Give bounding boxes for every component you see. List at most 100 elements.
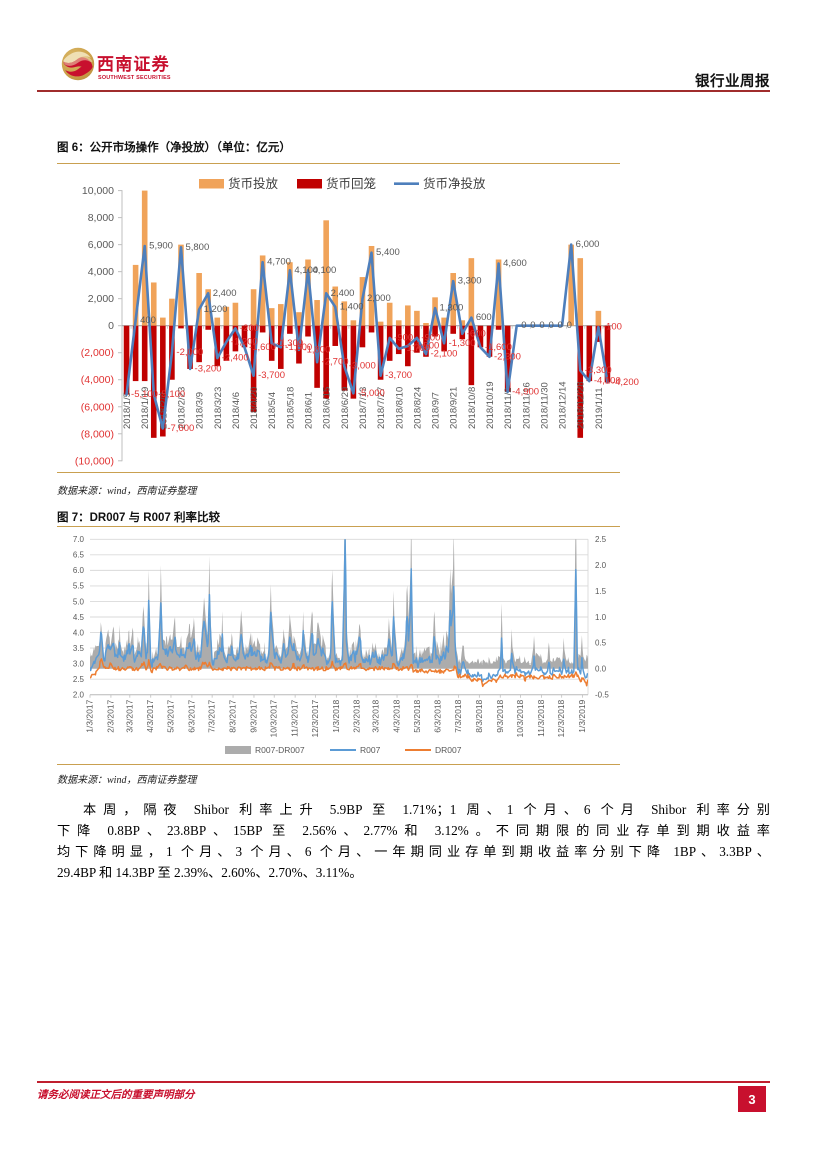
r007-line bbox=[90, 539, 588, 683]
net-data-label: -7,600 bbox=[167, 423, 194, 434]
y-axis-label: 0 bbox=[108, 320, 114, 332]
bar-injection bbox=[214, 317, 221, 326]
header-rule bbox=[37, 90, 770, 92]
net-data-label: -2,700 bbox=[322, 357, 349, 368]
net-data-label: -2,400 bbox=[222, 353, 249, 364]
x-axis-label: 5/3/2017 bbox=[165, 699, 175, 732]
x-axis-label: 2018/1/19 bbox=[140, 387, 151, 429]
net-injection-line bbox=[125, 243, 609, 430]
paragraph-line: 29.4BP 和 14.3BP 至 2.39%、2.60%、2.70%、3.11… bbox=[57, 865, 363, 880]
bar-injection bbox=[305, 259, 311, 326]
left-axis-label: 3.5 bbox=[73, 644, 85, 653]
net-data-label: -3,700 bbox=[258, 370, 285, 381]
brand-english-name: SOUTHWEST SECURITIES bbox=[98, 74, 171, 81]
net-data-label: 6,000 bbox=[576, 239, 600, 250]
bar-withdrawal bbox=[259, 325, 266, 333]
net-data-label: 600 bbox=[476, 312, 492, 323]
left-axis-label: 2.0 bbox=[73, 691, 85, 700]
x-axis-label: 2018/1/5 bbox=[122, 392, 133, 429]
net-data-label: -1,600 bbox=[485, 342, 512, 353]
net-data-label: -3,000 bbox=[349, 361, 376, 372]
legend-swatch-withdrawal bbox=[297, 179, 322, 189]
x-axis-label: 2018/10/8 bbox=[467, 387, 478, 429]
x-axis-label: 2018/12/14 bbox=[558, 381, 569, 429]
net-data-label: 0 bbox=[539, 320, 544, 331]
net-data-label: 1,200 bbox=[204, 304, 228, 315]
left-axis-label: 4.0 bbox=[73, 628, 85, 637]
left-axis-label: 6.0 bbox=[73, 566, 85, 575]
left-axis-label: 6.5 bbox=[73, 551, 85, 560]
bar-withdrawal bbox=[232, 325, 239, 352]
footer-rule bbox=[37, 1081, 770, 1083]
net-data-label: -5,100 bbox=[158, 389, 185, 400]
net-data-label: -4,100 bbox=[594, 376, 621, 387]
bar-withdrawal bbox=[123, 325, 130, 395]
figure7-bottom-rule bbox=[57, 764, 620, 766]
x-axis-label: 2019/1/11 bbox=[594, 387, 605, 429]
net-data-label: 2,000 bbox=[367, 293, 391, 304]
right-axis-label: 0.0 bbox=[595, 665, 607, 674]
figure6-title: 图 6：公开市场操作（净投放）（单位：亿元） bbox=[57, 142, 291, 154]
net-data-label: -3,700 bbox=[385, 370, 412, 381]
x-axis-label: 2018/3/9 bbox=[195, 392, 206, 429]
bar-injection bbox=[595, 310, 602, 326]
bar-withdrawal bbox=[604, 325, 611, 383]
net-data-label: 0 bbox=[530, 320, 535, 331]
omo-chart-svg: (10,000) (8,000) (6,000) (4,000) (2,000) 0 2,0… bbox=[75, 176, 639, 467]
bar-withdrawal bbox=[287, 325, 293, 334]
legend-label-dr007: DR007 bbox=[435, 745, 462, 755]
bar-injection bbox=[314, 300, 320, 326]
figure6-title-rule bbox=[57, 163, 620, 165]
x-axis-label: 6/3/2017 bbox=[186, 699, 196, 732]
net-data-label: 3,300 bbox=[458, 276, 482, 287]
figure7-title: 图 7：DR007 与 R007 利率比较 bbox=[57, 512, 220, 524]
bar-withdrawal bbox=[214, 325, 221, 367]
legend-label-r007: R007 bbox=[360, 745, 381, 755]
x-axis-label: 7/3/2018 bbox=[453, 699, 463, 732]
bar-withdrawal bbox=[368, 325, 375, 333]
x-axis-label: 4/3/2017 bbox=[145, 699, 155, 732]
bar-withdrawal bbox=[477, 325, 484, 348]
net-data-label: 4,700 bbox=[267, 257, 291, 268]
bar-withdrawal bbox=[132, 325, 139, 382]
bar-withdrawal bbox=[377, 325, 384, 380]
paragraph-line: 本周，隔夜 Shibor 利率上升 5.9BP 至 1.71%；1 周、1 个月… bbox=[83, 802, 770, 817]
bar-injection bbox=[468, 258, 475, 326]
bar-withdrawal bbox=[350, 325, 357, 399]
figure7-source-note: 数据来源：wind，西南证券整理 bbox=[57, 775, 197, 786]
southwest-securities-logo bbox=[61, 47, 95, 81]
net-data-label: -1,600 bbox=[249, 342, 276, 353]
x-axis-label: 2018/4/6 bbox=[231, 392, 242, 429]
x-axis-label: 11/3/2018 bbox=[536, 699, 546, 736]
bar-withdrawal bbox=[332, 325, 339, 346]
x-axis-label: 7/3/2017 bbox=[207, 699, 217, 732]
bar-injection bbox=[495, 259, 502, 326]
bar-injection bbox=[368, 245, 375, 326]
paragraph-line: 均下降明显，1 个月、3 个月、6 个月、一年期同业存单到期收益率分别下降 1B… bbox=[57, 844, 770, 859]
x-axis-label: 2018/7/13 bbox=[358, 387, 369, 429]
net-data-label: -100 bbox=[603, 322, 622, 333]
net-data-label: 5,900 bbox=[149, 240, 173, 251]
x-axis-label: 1/3/2018 bbox=[331, 699, 341, 732]
legend-label-withdrawal: 货币回笼 bbox=[326, 176, 376, 191]
right-axis-label: -0.5 bbox=[595, 691, 609, 700]
x-axis-label: 2018/9/7 bbox=[431, 392, 442, 429]
x-axis-label: 12/3/2018 bbox=[556, 699, 566, 737]
net-data-label: 0 bbox=[567, 320, 572, 331]
bar-injection bbox=[259, 255, 266, 326]
x-axis-label: 2018/7/27 bbox=[376, 387, 387, 429]
bar-withdrawal bbox=[450, 325, 457, 334]
y-axis-label: 6,000 bbox=[88, 239, 114, 251]
x-axis-label: 2018/8/10 bbox=[394, 387, 405, 429]
bar-injection bbox=[395, 320, 402, 326]
bar-withdrawal bbox=[586, 325, 593, 382]
right-axis-label: 1.0 bbox=[595, 613, 607, 622]
right-axis-label: 2.0 bbox=[595, 561, 607, 570]
bar-injection bbox=[441, 317, 447, 326]
rates-chart-svg: 2.0 2.5 3.0 3.5 4.0 4.5 5.0 5.5 6.0 6.5 7.0 -0.5 0.0… bbox=[73, 535, 609, 755]
y-axis-label: (8,000) bbox=[81, 428, 114, 440]
spread-area bbox=[90, 539, 588, 669]
net-data-label: -1,300 bbox=[276, 338, 303, 349]
dr007-line bbox=[90, 658, 588, 688]
